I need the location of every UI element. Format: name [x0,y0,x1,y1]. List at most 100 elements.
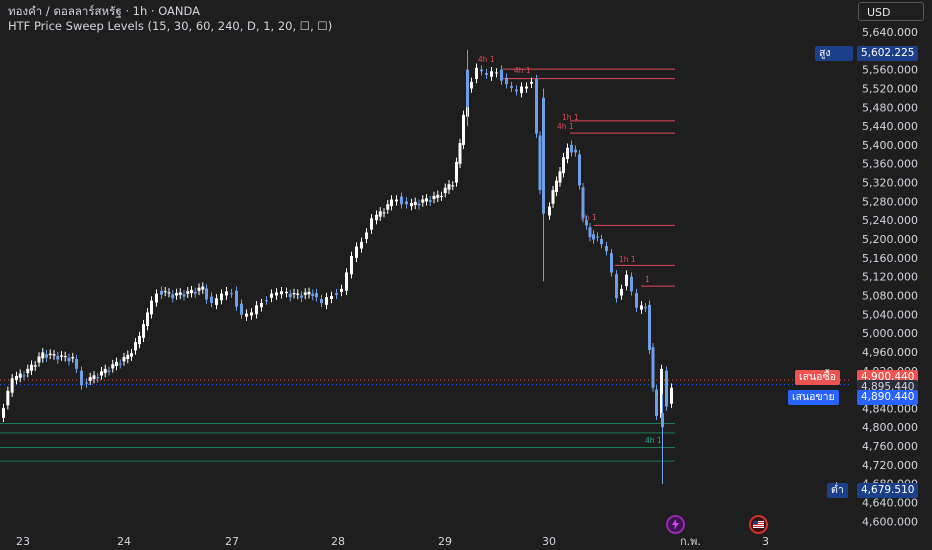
candle-body [167,292,171,294]
candle-body [307,291,311,295]
candle-body [455,161,458,183]
y-tick-label: 5,400.000 [862,139,918,152]
candle-body [350,255,353,275]
candle-body [250,312,253,316]
price-scale [850,0,932,550]
candle-body [386,204,390,210]
candle-body [178,292,182,295]
y-tick-label: 4,800.000 [862,421,918,434]
candle-body [400,196,403,205]
candle-body [648,304,651,351]
candle-body [160,290,163,295]
indicator-title: HTF Price Sweep Levels (15, 30, 60, 240,… [8,19,333,33]
currency-button[interactable]: USD [858,2,924,21]
candle-body [588,227,592,238]
y-tick-label: 4,760.000 [862,440,918,453]
y-tick-label: 4,840.000 [862,402,918,415]
sweep-label: 4h 1 [557,122,574,131]
y-tick-label: 5,320.000 [862,177,918,190]
candle-body [443,187,447,194]
ask-label: เสนอซื้อ [795,370,840,385]
candle-body [436,194,440,198]
candle-body [585,220,588,226]
x-tick-label: ก.พ. [680,535,701,548]
candle-body [432,195,436,200]
y-tick-label: 5,360.000 [862,158,918,171]
candle-body [100,371,103,376]
candle-body [421,199,425,203]
candle-body [130,353,133,357]
candle-body [10,378,14,393]
y-tick-label: 5,520.000 [862,82,918,95]
candle-body [562,157,565,174]
x-tick-label: 29 [438,535,452,548]
candle-body [320,299,323,304]
candle-body [620,288,623,296]
candle-body [201,286,205,290]
candle-body [360,241,363,249]
candle-body [193,291,197,294]
candle-body [311,293,315,296]
candle-body [285,291,288,294]
x-tick-label: 24 [117,535,131,548]
candle-body [542,97,545,192]
candle-body [485,73,488,75]
y-tick-label: 5,280.000 [862,195,918,208]
candle-body [578,154,581,186]
candle-body [405,201,408,205]
high-price-tag: 5,602.225 [857,46,919,61]
candle-body [410,203,413,207]
candle-body [155,293,158,303]
y-tick-label: 5,080.000 [862,289,918,302]
candle-body [270,293,273,298]
candle-body [500,69,503,81]
candle-body [275,292,278,296]
candle-body [655,389,658,416]
candle-body [45,354,48,358]
y-tick-label: 5,480.000 [862,101,918,114]
us-flag-event-icon[interactable] [749,515,768,534]
candle-body [30,364,33,371]
candle-body [625,274,628,287]
candle-body [103,368,107,374]
candle-body [495,72,498,74]
candle-body [447,184,451,190]
candle-body [644,307,647,309]
candle-body [651,347,655,388]
candle-body [425,198,428,202]
lightning-event-icon[interactable] [666,515,685,534]
candle-body [428,200,432,202]
candle-body [355,246,358,258]
candle-body [6,390,10,406]
candle-body [75,358,78,369]
candle-body [395,199,398,202]
candle-body [345,272,348,291]
candle-body [150,300,153,315]
y-tick-label: 5,240.000 [862,214,918,227]
candle-body [365,232,368,240]
x-tick-label: 28 [331,535,345,548]
candle-body [111,364,115,369]
y-tick-label: 4,640.000 [862,497,918,510]
candle-body [118,363,122,365]
candle-body [2,408,5,418]
candle-body [288,293,292,298]
x-tick-label: 27 [225,535,239,548]
candle-body [417,203,421,206]
candle-body [630,276,633,292]
candle-body [230,293,233,295]
candle-body [122,357,126,362]
candle-body [530,81,533,84]
candle-body [175,293,178,296]
candle-body [574,149,577,153]
candle-body [26,368,30,374]
candle-body [596,236,599,238]
sweep-label: 1 [645,275,650,284]
candle-body [92,375,96,379]
candle-body [115,361,118,367]
candle-body [370,218,373,230]
candle-body [107,370,111,372]
sweep-label: 4h 1 [478,55,495,64]
